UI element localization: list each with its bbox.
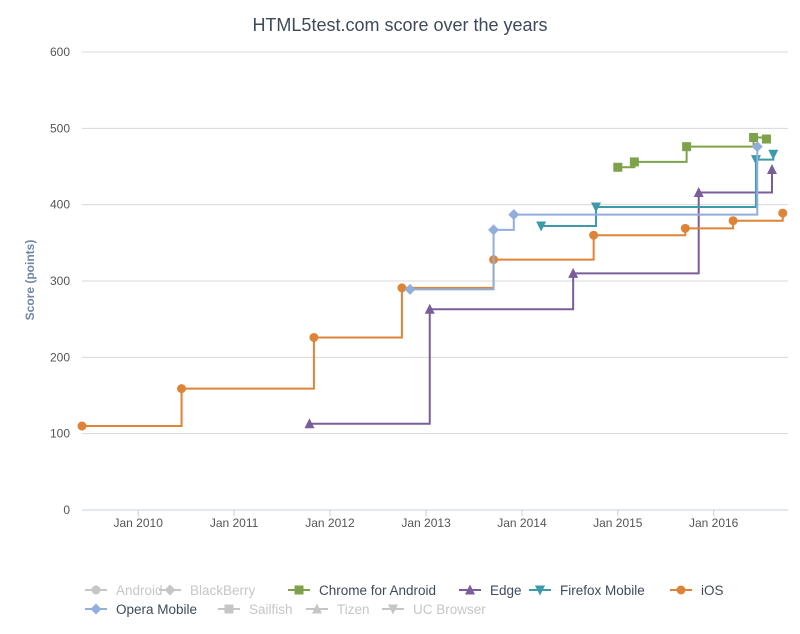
data-point bbox=[613, 162, 623, 172]
series-opera-mobile bbox=[404, 141, 763, 295]
y-tick-label: 600 bbox=[50, 45, 70, 59]
data-point bbox=[589, 230, 599, 240]
x-tick-label: Jan 2012 bbox=[305, 516, 355, 530]
data-point bbox=[751, 141, 763, 153]
data-point bbox=[404, 283, 416, 295]
legend-marker-square bbox=[294, 585, 304, 595]
y-axis-ticks: 0 100 200 300 400 500 600 bbox=[50, 45, 70, 517]
legend-label: Firefox Mobile bbox=[560, 583, 645, 598]
y-tick-label: 500 bbox=[50, 121, 70, 135]
data-point bbox=[424, 303, 435, 314]
x-tick-label: Jan 2014 bbox=[497, 516, 547, 530]
data-point bbox=[309, 332, 319, 342]
legend-item-edge[interactable]: Edge bbox=[459, 583, 522, 598]
legend-item-firefox-mobile[interactable]: Firefox Mobile bbox=[529, 583, 645, 598]
series-line-chrome-for-android bbox=[617, 136, 768, 169]
legend-label: BlackBerry bbox=[190, 583, 256, 598]
legend-marker-triangle bbox=[465, 584, 475, 595]
data-point bbox=[488, 224, 500, 236]
legend-label: UC Browser bbox=[413, 602, 486, 617]
data-point bbox=[304, 418, 315, 429]
x-tick-label: Jan 2016 bbox=[689, 516, 739, 530]
legend-label: Opera Mobile bbox=[116, 602, 197, 617]
legend-marker-diamond bbox=[90, 603, 102, 615]
legend-item-android[interactable]: Android bbox=[85, 583, 163, 598]
data-point bbox=[536, 221, 547, 232]
data-point bbox=[680, 223, 690, 233]
data-point bbox=[397, 283, 407, 293]
x-tick-label: Jan 2011 bbox=[210, 516, 259, 530]
legend: Android BlackBerry Chrome for Android Edge F… bbox=[85, 583, 724, 617]
x-tick-label: Jan 2015 bbox=[593, 516, 643, 530]
series-layer bbox=[77, 132, 788, 431]
legend-marker-diamond bbox=[164, 584, 176, 596]
data-point bbox=[761, 134, 771, 144]
y-tick-label: 400 bbox=[50, 198, 70, 212]
legend-marker-triangle-down bbox=[535, 585, 545, 596]
y-tick-label: 200 bbox=[50, 350, 70, 364]
data-point bbox=[682, 142, 692, 152]
series-line-ios bbox=[82, 213, 784, 428]
data-point bbox=[629, 157, 639, 167]
legend-item-chrome-for-android[interactable]: Chrome for Android bbox=[288, 583, 436, 598]
legend-label: Edge bbox=[490, 583, 522, 598]
y-tick-label: 0 bbox=[63, 503, 70, 517]
y-tick-label: 300 bbox=[50, 274, 70, 288]
data-point bbox=[768, 149, 779, 160]
chart-title: HTML5test.com score over the years bbox=[252, 15, 547, 35]
y-tick-label: 100 bbox=[50, 427, 70, 441]
data-point bbox=[749, 132, 759, 142]
series-chrome-for-android bbox=[613, 132, 771, 172]
y-axis-title: Score (points) bbox=[23, 240, 37, 321]
data-point bbox=[591, 202, 602, 213]
legend-marker-triangle-down bbox=[388, 604, 398, 615]
legend-marker-circle bbox=[91, 585, 101, 595]
legend-marker-triangle bbox=[312, 603, 322, 614]
legend-item-uc-browser[interactable]: UC Browser bbox=[382, 602, 486, 617]
data-point bbox=[778, 208, 788, 218]
legend-item-opera-mobile[interactable]: Opera Mobile bbox=[85, 602, 197, 617]
data-point bbox=[568, 267, 579, 278]
legend-label: Chrome for Android bbox=[319, 583, 436, 598]
legend-label: iOS bbox=[701, 583, 724, 598]
data-point bbox=[693, 186, 704, 197]
data-point bbox=[750, 155, 761, 166]
x-tick-label: Jan 2013 bbox=[401, 516, 451, 530]
legend-label: Sailfish bbox=[249, 602, 293, 617]
legend-marker-circle bbox=[676, 585, 686, 595]
x-axis-ticks: Jan 2010 Jan 2011 Jan 2012 Jan 2013 Jan 2014… bbox=[114, 510, 739, 530]
data-point bbox=[766, 164, 777, 175]
legend-item-ios[interactable]: iOS bbox=[670, 583, 724, 598]
gridlines bbox=[82, 51, 788, 511]
series-line-opera-mobile bbox=[410, 146, 759, 291]
series-edge bbox=[304, 164, 777, 429]
legend-item-blackberry[interactable]: BlackBerry bbox=[159, 583, 256, 598]
series-ios bbox=[77, 208, 788, 431]
legend-item-sailfish[interactable]: Sailfish bbox=[218, 602, 293, 617]
legend-item-tizen[interactable]: Tizen bbox=[306, 602, 370, 617]
x-tick-label: Jan 2010 bbox=[114, 516, 164, 530]
data-point bbox=[77, 421, 87, 431]
data-point bbox=[508, 209, 520, 221]
legend-label: Android bbox=[116, 583, 163, 598]
data-point bbox=[728, 216, 738, 226]
series-firefox-mobile bbox=[536, 149, 779, 232]
data-point bbox=[177, 384, 187, 394]
legend-marker-square bbox=[224, 604, 234, 614]
legend-label: Tizen bbox=[337, 602, 370, 617]
